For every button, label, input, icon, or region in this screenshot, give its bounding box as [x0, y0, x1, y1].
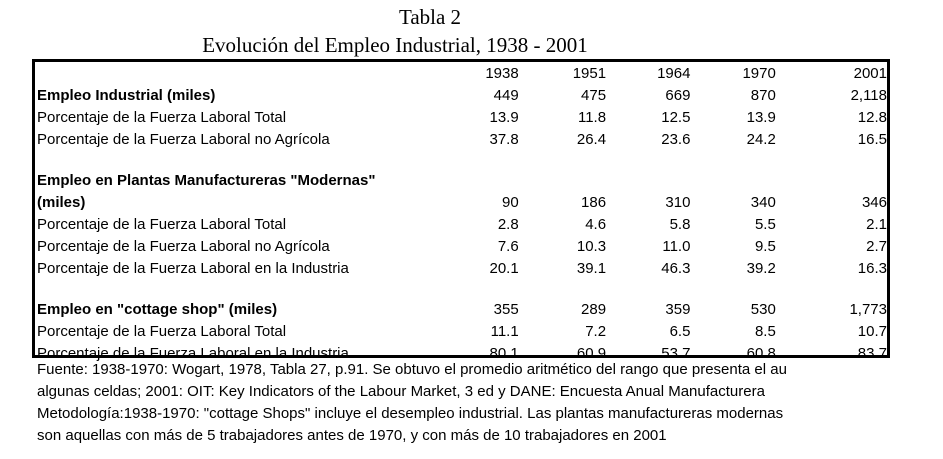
footnote-line: algunas celdas; 2001: OIT: Key Indicator… [37, 383, 765, 400]
value-cell: 355 [493, 301, 519, 318]
table-row: Porcentaje de la Fuerza Laboral en la In… [37, 343, 887, 365]
value-cell [436, 170, 518, 192]
footnote-line: Fuente: 1938-1970: Wogart, 1978, Tabla 2… [37, 361, 787, 378]
value-cell: 6.5 [669, 323, 691, 340]
table-row: Porcentaje de la Fuerza Laboral Total 11.… [37, 321, 887, 343]
year-header: 1951 [572, 65, 607, 82]
table-frame: 1938 1951 1964 1970 2001 Empleo Industrial (m… [32, 59, 890, 362]
value-cell: 16.5 [857, 131, 887, 148]
value-cell: 10.7 [857, 323, 887, 340]
value-cell: 83.7 [857, 345, 887, 362]
value-cell: 4.6 [585, 216, 607, 233]
table-row: Porcentaje de la Fuerza Laboral no Agríc… [37, 129, 887, 151]
header-label-cell [37, 63, 436, 85]
spacer-cell [37, 280, 887, 299]
table-row: Empleo en "cottage shop" (miles) 355 289 35… [37, 299, 887, 321]
value-cell: 289 [581, 301, 607, 318]
table-subtitle: Evolución del Empleo Industrial, 1938 - … [202, 33, 588, 57]
row-label: Porcentaje de la Fuerza Laboral Total [37, 109, 287, 126]
value-cell: 1,773 [849, 301, 887, 318]
value-cell: 7.6 [497, 238, 519, 255]
value-cell: 16.3 [857, 260, 887, 277]
value-cell: 669 [665, 87, 691, 104]
value-cell: 449 [493, 87, 519, 104]
row-label: Empleo Industrial (miles) [37, 87, 216, 104]
table-row: Empleo en Plantas Manufactureras "Modern… [37, 170, 887, 192]
row-label: Porcentaje de la Fuerza Laboral en la In… [37, 260, 349, 277]
value-cell: 26.4 [576, 131, 607, 148]
value-cell: 7.2 [585, 323, 607, 340]
table-row: Porcentaje de la Fuerza Laboral en la In… [37, 258, 887, 280]
employment-table: 1938 1951 1964 1970 2001 Empleo Industrial (m… [37, 63, 887, 365]
value-cell: 11.8 [577, 109, 607, 126]
value-cell: 359 [665, 301, 691, 318]
table-title: Tabla 2 [398, 5, 462, 29]
row-label: Empleo en "cottage shop" (miles) [37, 301, 278, 318]
table-row: Porcentaje de la Fuerza Laboral no Agríc… [37, 236, 887, 258]
value-cell: 346 [861, 194, 887, 211]
value-cell: 340 [750, 194, 776, 211]
value-cell: 5.5 [754, 216, 776, 233]
spacer-row [37, 151, 887, 170]
header-row: 1938 1951 1964 1970 2001 [37, 63, 887, 85]
row-label: Porcentaje de la Fuerza Laboral Total [37, 323, 287, 340]
value-cell: 12.8 [857, 109, 887, 126]
value-cell [690, 170, 775, 192]
value-cell: 2.1 [866, 216, 887, 233]
value-cell: 24.2 [746, 131, 776, 148]
value-cell: 12.5 [661, 109, 691, 126]
table-row: Porcentaje de la Fuerza Laboral Total 13.… [37, 107, 887, 129]
row-label: Porcentaje de la Fuerza Laboral no Agríc… [37, 238, 330, 255]
value-cell: 475 [581, 87, 607, 104]
value-cell [776, 170, 887, 192]
year-header: 2001 [853, 65, 887, 82]
value-cell: 53.7 [661, 345, 691, 362]
value-cell: 39.1 [576, 260, 607, 277]
value-cell: 2.8 [497, 216, 519, 233]
value-cell: 39.2 [746, 260, 776, 277]
value-cell: 186 [581, 194, 607, 211]
value-cell: 530 [750, 301, 776, 318]
value-cell [606, 170, 690, 192]
value-cell: 5.8 [669, 216, 691, 233]
row-label: Porcentaje de la Fuerza Laboral en la In… [37, 345, 349, 362]
value-cell: 870 [750, 87, 776, 104]
value-cell: 90 [502, 194, 519, 211]
row-label: Empleo en Plantas Manufactureras "Modern… [37, 172, 376, 189]
value-cell: 9.5 [754, 238, 776, 255]
value-cell: 11.1 [490, 323, 519, 340]
year-header: 1964 [657, 65, 691, 82]
row-label: Porcentaje de la Fuerza Laboral no Agríc… [37, 131, 330, 148]
table-row: Empleo Industrial (miles) 449 475 669 870 2,1… [37, 85, 887, 107]
spacer-row [37, 280, 887, 299]
table-row: Porcentaje de la Fuerza Laboral Total 2.8… [37, 214, 887, 236]
value-cell: 23.6 [661, 131, 691, 148]
value-cell: 10.3 [576, 238, 607, 255]
value-cell: 13.9 [746, 109, 776, 126]
value-cell: 37.8 [489, 131, 519, 148]
year-header: 1970 [742, 65, 776, 82]
value-cell: 80.1 [489, 345, 519, 362]
row-label: (miles) [37, 194, 86, 211]
table-row: (miles) 90 186 310 340 346 [37, 192, 887, 214]
footnote-line: Metodología:1938-1970: "cottage Shops" i… [37, 405, 784, 422]
value-cell: 60.8 [746, 345, 776, 362]
value-cell: 2,118 [850, 87, 887, 104]
spacer-cell [37, 151, 887, 170]
value-cell: 46.3 [661, 260, 691, 277]
value-cell: 11.0 [662, 238, 691, 255]
value-cell: 8.5 [754, 323, 776, 340]
value-cell: 2.7 [866, 238, 887, 255]
value-cell [519, 170, 606, 192]
value-cell: 310 [665, 194, 691, 211]
footnote: Fuente: 1938-1970: Wogart, 1978, Tabla 2… [37, 359, 787, 447]
value-cell: 60.9 [576, 345, 607, 362]
footnote-line: son aquellas con más de 5 trabajadores a… [37, 427, 667, 444]
row-label: Porcentaje de la Fuerza Laboral Total [37, 216, 287, 233]
value-cell: 13.9 [489, 109, 519, 126]
year-header: 1938 [485, 65, 519, 82]
value-cell: 20.1 [489, 260, 519, 277]
